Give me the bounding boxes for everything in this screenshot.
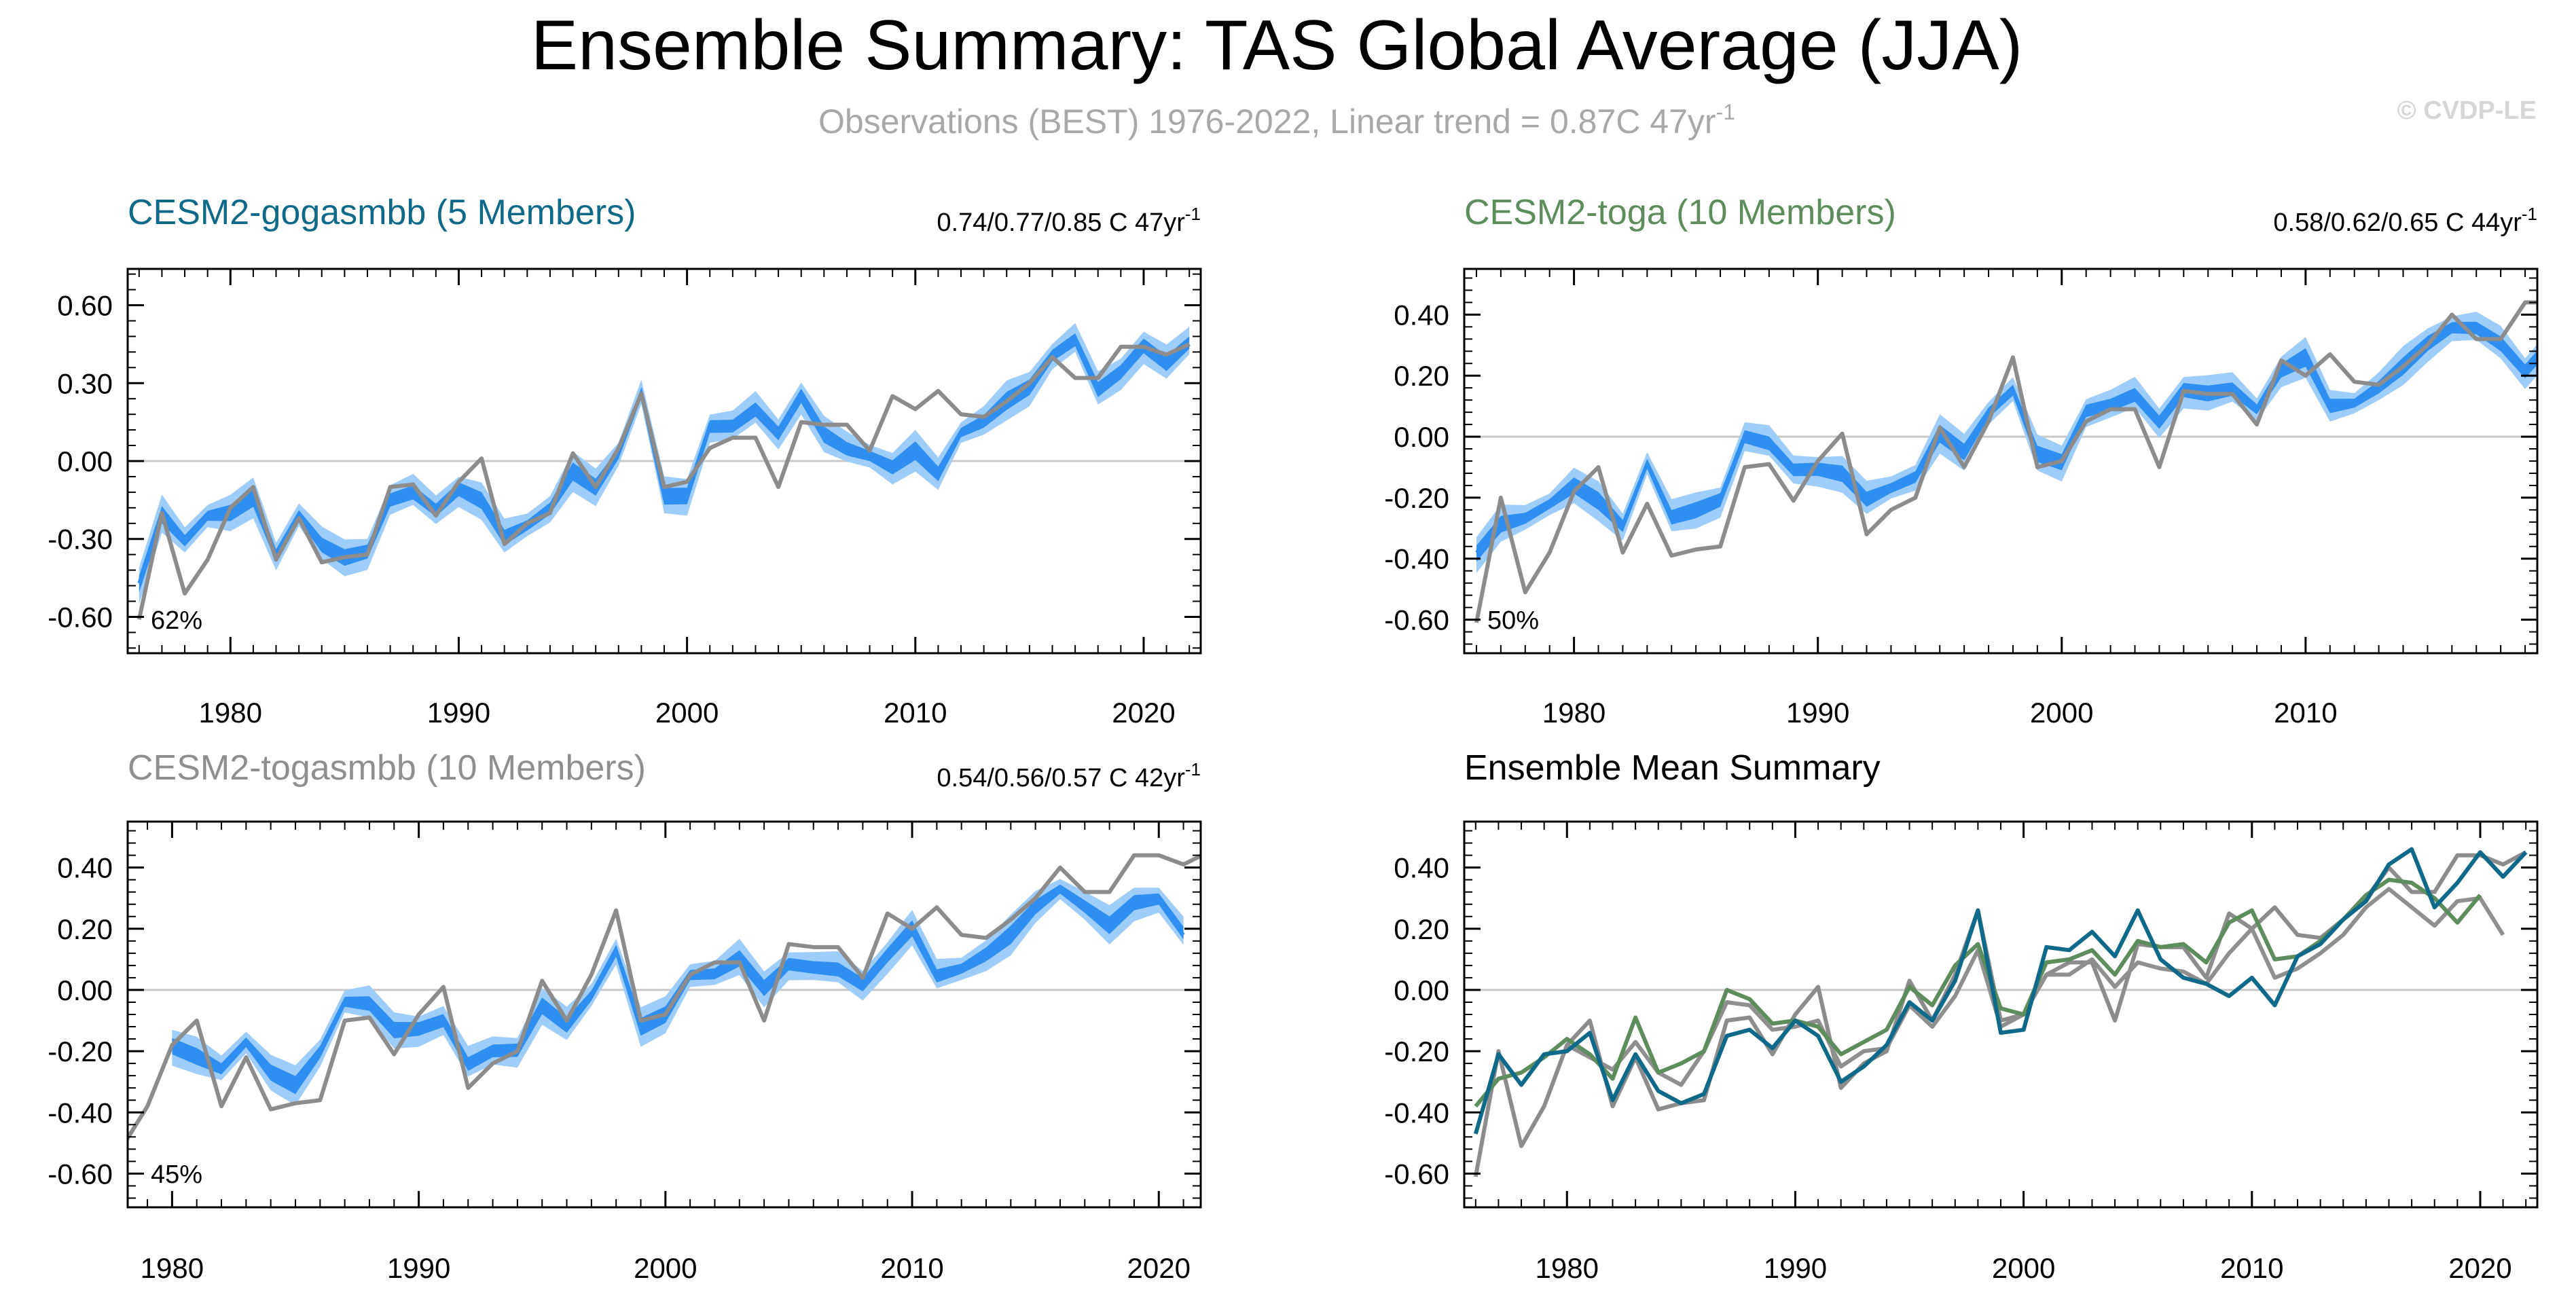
plot-area xyxy=(1464,847,2537,1177)
x-tick-label: 1980 xyxy=(1536,1252,1599,1284)
x-tick-label: 2020 xyxy=(1127,1252,1191,1284)
plot-area xyxy=(1464,300,2537,623)
panel-togasmbb: -0.60 -0.40 -0.20 0.00 0.20 0.40 1980 1990 2000 2… xyxy=(48,748,1202,1284)
y-tick-label: 0.20 xyxy=(57,913,113,945)
y-tick-label: 0.40 xyxy=(1394,852,1449,884)
x-tick-label: 1990 xyxy=(387,1252,450,1284)
x-tick-label: 1980 xyxy=(141,1252,204,1284)
x-tick-label: 2000 xyxy=(634,1252,697,1284)
x-tick-label: 2000 xyxy=(655,697,719,729)
y-tick-label: -0.60 xyxy=(1384,1158,1449,1190)
y-tick-label: -0.20 xyxy=(48,1036,113,1067)
panel-title: Ensemble Mean Summary xyxy=(1464,748,1881,788)
trend-label: 0.58/0.62/0.65 C 44yr-1 xyxy=(2273,204,2537,237)
x-tick-label: 2020 xyxy=(1112,697,1175,729)
y-tick-label: 0.00 xyxy=(1394,421,1449,453)
trend-value: 0.54/0.56/0.57 C 42yr xyxy=(937,764,1185,792)
y-tick-label: 0.00 xyxy=(57,445,113,477)
x-tick-label: 1990 xyxy=(427,697,490,729)
trend-label: 0.74/0.77/0.85 C 47yr-1 xyxy=(937,204,1201,237)
observations-line xyxy=(137,342,1191,620)
mean-line-gogasmbb xyxy=(1473,847,2528,1135)
y-tick-label: 0.00 xyxy=(57,974,113,1006)
x-tick-label: 2010 xyxy=(2220,1252,2283,1284)
plot-area xyxy=(128,323,1201,620)
copyright-label: © CVDP-LE xyxy=(2397,96,2537,125)
trend-sup: -1 xyxy=(1185,759,1201,780)
x-tick-label: 1990 xyxy=(1786,697,1849,729)
observations-line xyxy=(128,853,1201,1142)
y-tick-label: 0.20 xyxy=(1394,913,1449,945)
plot-area xyxy=(128,853,1201,1142)
y-tick-label: 0.40 xyxy=(57,852,113,884)
figure-subtitle: Observations (BEST) 1976-2022, Linear tr… xyxy=(818,100,1735,141)
y-tick-label: 0.00 xyxy=(1394,974,1449,1006)
figure-title: Ensemble Summary: TAS Global Average (JJ… xyxy=(531,6,2022,85)
x-tick-label: 2010 xyxy=(884,697,947,729)
y-tick-label: -0.60 xyxy=(48,601,113,633)
percent-label: 50% xyxy=(1487,606,1539,635)
trend-value: 0.58/0.62/0.65 C 44yr xyxy=(2273,208,2522,237)
x-tick-label: 2000 xyxy=(2030,697,2093,729)
trend-value: 0.74/0.77/0.85 C 47yr xyxy=(937,208,1185,237)
panels-group: -0.60 -0.30 0.00 0.30 0.60 1980 1990 2000 2010 20… xyxy=(48,193,2539,1284)
plot-frame xyxy=(1463,268,2539,655)
y-tick-label: 0.20 xyxy=(1394,360,1449,392)
spread-band-outer xyxy=(139,323,1190,604)
panel-title: CESM2-togasmbb (10 Members) xyxy=(128,748,646,788)
panel-title: CESM2-toga (10 Members) xyxy=(1464,193,1896,232)
y-tick-label: -0.20 xyxy=(1384,1036,1449,1067)
x-tick-label: 2000 xyxy=(1992,1252,2055,1284)
panel-ensmean: -0.60 -0.40 -0.20 0.00 0.20 0.40 1980 1990 2000 2… xyxy=(1384,748,2539,1284)
x-tick-label: 1990 xyxy=(1764,1252,1827,1284)
y-tick-label: -0.20 xyxy=(1384,482,1449,514)
x-tick-label: 1980 xyxy=(199,697,262,729)
y-tick-label: 0.30 xyxy=(57,367,113,399)
panel-title: CESM2-gogasmbb (5 Members) xyxy=(128,193,636,232)
y-tick-label: -0.40 xyxy=(1384,543,1449,575)
x-tick-label: 1980 xyxy=(1542,697,1606,729)
y-tick-label: -0.60 xyxy=(1384,604,1449,636)
percent-label: 45% xyxy=(151,1160,202,1189)
observations-line xyxy=(1474,300,2537,623)
y-tick-label: -0.30 xyxy=(48,524,113,555)
y-tick-label: -0.40 xyxy=(1384,1097,1449,1129)
trend-sup: -1 xyxy=(2522,204,2537,224)
trend-sup: -1 xyxy=(1185,204,1201,224)
y-tick-label: 0.40 xyxy=(1394,299,1449,331)
y-tick-label: -0.40 xyxy=(48,1097,113,1129)
y-tick-label: 0.60 xyxy=(57,290,113,322)
ensemble-mean-line xyxy=(1475,325,2537,554)
panel-toga: -0.60 -0.40 -0.20 0.00 0.20 0.40 1980 1990 2000 2… xyxy=(1384,193,2539,729)
x-tick-label: 2010 xyxy=(880,1252,943,1284)
x-tick-label: 2010 xyxy=(2274,697,2337,729)
panel-gogasmbb: -0.60 -0.30 0.00 0.30 0.60 1980 1990 2000 2010 20… xyxy=(48,193,1202,729)
spread-band-inner xyxy=(172,884,1184,1095)
x-tick-label: 2020 xyxy=(2448,1252,2511,1284)
spread-band-outer xyxy=(1476,312,2537,574)
trend-label: 0.54/0.56/0.57 C 42yr-1 xyxy=(937,759,1201,792)
y-tick-label: -0.60 xyxy=(48,1158,113,1190)
percent-label: 62% xyxy=(151,606,202,635)
